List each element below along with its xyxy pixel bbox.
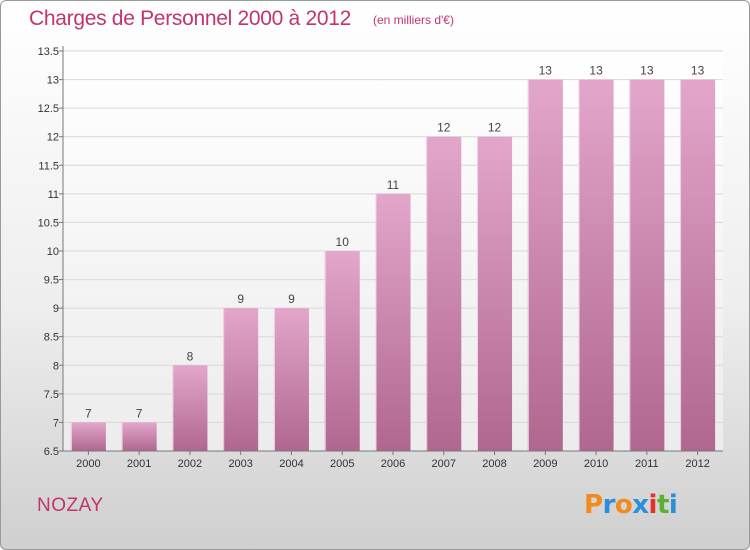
y-tick-label: 7 [53, 417, 59, 429]
data-label: 10 [336, 235, 350, 249]
logo-letter: P [584, 490, 603, 520]
data-label: 8 [187, 349, 194, 363]
y-tick-label: 9.5 [44, 275, 59, 287]
x-tick-label: 2008 [482, 458, 506, 470]
x-tick-label: 2000 [76, 458, 100, 470]
y-tick-label: 11 [48, 189, 59, 201]
logo-letter: i [668, 490, 678, 520]
x-tick-label: 2007 [432, 458, 456, 470]
bar [527, 79, 563, 452]
data-label: 12 [488, 121, 502, 135]
bar [578, 79, 614, 452]
bar [70, 422, 106, 451]
y-tick-label: 10.5 [38, 217, 59, 229]
data-label: 9 [288, 292, 295, 306]
data-label: 13 [691, 64, 705, 78]
y-tick-label: 6.5 [44, 446, 59, 458]
data-label: 7 [136, 406, 143, 420]
x-tick-label: 2012 [685, 458, 709, 470]
y-tick-label: 10 [47, 246, 59, 258]
logo-letter: t [656, 490, 669, 520]
y-tick-label: 8.5 [44, 332, 59, 344]
data-label: 11 [387, 178, 400, 192]
chart-subtitle: (en milliers d'€) [373, 13, 454, 27]
bar [680, 79, 716, 452]
y-tick-label: 13 [47, 75, 59, 87]
data-label: 13 [539, 64, 553, 78]
commune-name: NOZAY [37, 495, 104, 516]
logo-letter: i [648, 490, 658, 520]
y-tick-label: 13.5 [38, 46, 59, 58]
bar [629, 79, 665, 452]
bar [121, 422, 157, 451]
x-tick-label: 2010 [584, 458, 608, 470]
logo-letter: r [602, 490, 616, 520]
bar [324, 251, 360, 451]
data-label: 7 [85, 406, 92, 420]
y-tick-label: 11.5 [38, 160, 59, 172]
y-tick-label: 12.5 [38, 103, 59, 115]
data-label: 12 [437, 121, 451, 135]
chart-title: Charges de Personnel 2000 à 2012 [29, 7, 351, 30]
x-tick-label: 2006 [381, 458, 405, 470]
data-label: 13 [589, 64, 603, 78]
logo-letter: x [632, 490, 649, 520]
y-tick-label: 12 [47, 132, 59, 144]
bar [273, 308, 309, 451]
x-tick-label: 2002 [178, 458, 202, 470]
x-tick-label: 2004 [279, 458, 303, 470]
bar [375, 193, 411, 451]
x-tick-label: 2011 [635, 458, 659, 470]
bar [426, 136, 462, 451]
y-tick-label: 8 [53, 360, 59, 372]
bar [172, 365, 208, 451]
logo-letter: o [614, 490, 633, 520]
bar [477, 136, 513, 451]
bar [223, 308, 259, 451]
x-tick-label: 2003 [228, 458, 252, 470]
data-label: 13 [640, 64, 654, 78]
y-tick-label: 7.5 [44, 389, 59, 401]
x-tick-label: 2009 [533, 458, 557, 470]
y-tick-label: 9 [53, 303, 59, 315]
data-label: 9 [237, 292, 244, 306]
proxiti-logo: Proxiti [584, 490, 678, 520]
x-tick-label: 2001 [127, 458, 151, 470]
x-tick-label: 2005 [330, 458, 354, 470]
